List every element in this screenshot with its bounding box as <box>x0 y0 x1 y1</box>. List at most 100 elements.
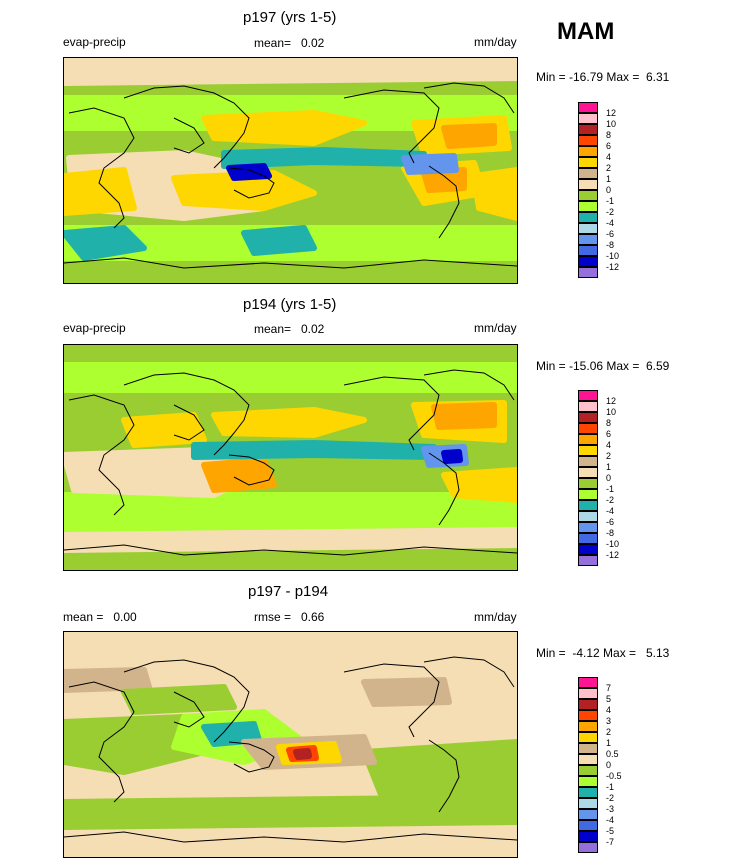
colorbar-swatch <box>578 842 598 853</box>
coastline <box>343 663 440 738</box>
colorbar-tick-label: -3 <box>606 804 615 814</box>
colorbar-tick-label: -1 <box>606 196 615 206</box>
colorbar-swatch <box>578 190 598 201</box>
colorbar-tick-label: 5 <box>606 694 612 704</box>
stat-label: mean= <box>254 36 292 50</box>
colorbar-swatch <box>578 798 598 809</box>
colorbar-swatch <box>578 544 598 555</box>
contour-region <box>211 407 367 438</box>
colorbar-tick-label: 2 <box>606 451 612 461</box>
colorbar-tick-label: 6 <box>606 429 612 439</box>
colorbar-swatch <box>578 179 598 190</box>
contour-region <box>64 492 517 533</box>
colorbar-swatch <box>578 201 598 212</box>
colorbar-tick-label: -7 <box>606 837 615 847</box>
colorbar-tick-label: -1 <box>606 484 615 494</box>
coastline <box>428 165 460 239</box>
colorbar-tick-label: -10 <box>606 251 620 261</box>
global-map <box>63 344 518 571</box>
contour-region <box>401 153 459 175</box>
season-label: MAM <box>557 18 615 45</box>
contour-region <box>64 714 207 775</box>
colorbar-swatch <box>578 102 598 113</box>
coastline <box>343 89 440 164</box>
map-canvas <box>64 345 517 570</box>
colorbar-tick-label: 8 <box>606 418 612 428</box>
contour-region <box>226 163 272 181</box>
colorbar-swatch <box>578 423 598 434</box>
colorbar-swatch <box>578 135 598 146</box>
colorbar-swatch <box>578 511 598 522</box>
contour-region <box>471 167 517 221</box>
contour-region <box>441 467 517 503</box>
contour-region <box>64 225 147 261</box>
colorbar-tick-label: 2 <box>606 163 612 173</box>
global-map <box>63 631 518 858</box>
max-value: 6.31 <box>646 70 670 84</box>
contour-region <box>431 402 497 430</box>
panel-title: p197 (yrs 1-5) <box>243 9 337 26</box>
contour-region <box>64 362 517 393</box>
colorbar-tick-label: 1 <box>606 174 612 184</box>
colorbar-swatch <box>578 124 598 135</box>
colorbar-tick-label: -0.5 <box>606 771 622 781</box>
coastline <box>428 452 460 526</box>
colorbar-swatch <box>578 146 598 157</box>
contour-region <box>64 527 517 553</box>
colorbar-tick-label: 10 <box>606 407 617 417</box>
colorbar-swatch <box>578 754 598 765</box>
colorbar-tick-label: 12 <box>606 396 617 406</box>
colorbar-swatch <box>578 743 598 754</box>
coastline <box>173 117 205 154</box>
coastline <box>68 107 135 229</box>
colorbar-tick-label: 3 <box>606 716 612 726</box>
colorbar-tick-label: 4 <box>606 705 612 715</box>
colorbar-swatch <box>578 831 598 842</box>
colorbar-tick-label: 4 <box>606 152 612 162</box>
contour-region <box>121 684 237 715</box>
contour-region <box>361 677 452 707</box>
colorbar-swatch <box>578 776 598 787</box>
coastline <box>343 376 440 451</box>
coastline <box>123 659 250 743</box>
colorbar-tick-label: 0 <box>606 760 612 770</box>
contour-region <box>293 748 312 760</box>
contour-region <box>64 794 517 830</box>
coastline <box>64 544 517 556</box>
stat-value: 0.02 <box>301 322 325 336</box>
coastline <box>173 691 205 728</box>
colorbar-swatch <box>578 401 598 412</box>
max-value: 5.13 <box>646 646 670 660</box>
coastline <box>64 257 517 269</box>
units-label: mm/day <box>474 35 517 49</box>
panel-title: p194 (yrs 1-5) <box>243 296 337 313</box>
colorbar-swatch <box>578 168 598 179</box>
contour-region <box>201 457 277 493</box>
colorbar-swatch <box>578 223 598 234</box>
colorbar-swatch <box>578 489 598 500</box>
stat-value: 0.66 <box>301 610 325 624</box>
colorbar-tick-label: -12 <box>606 262 620 272</box>
colorbar-tick-label: -6 <box>606 517 615 527</box>
colorbar-swatch <box>578 113 598 124</box>
colorbar-tick-label: 1 <box>606 462 612 472</box>
variable-label: evap-precip <box>63 35 126 49</box>
coastline <box>228 167 275 199</box>
colorbar-swatch <box>578 434 598 445</box>
coastline <box>123 85 250 169</box>
colorbar-tick-label: 6 <box>606 141 612 151</box>
coastline <box>68 394 135 516</box>
coastline <box>68 681 135 803</box>
colorbar-tick-label: 0.5 <box>606 749 619 759</box>
colorbar-tick-label: 4 <box>606 440 612 450</box>
max-value: 6.59 <box>646 359 670 373</box>
colorbar-swatch <box>578 234 598 245</box>
coastline <box>228 741 275 773</box>
colorbar-swatch <box>578 677 598 688</box>
coastline <box>423 656 515 688</box>
units-label: mm/day <box>474 321 517 335</box>
colorbar-tick-label: -4 <box>606 815 615 825</box>
variable-label: evap-precip <box>63 321 126 335</box>
contour-region <box>441 449 463 464</box>
colorbar-tick-label: -2 <box>606 207 615 217</box>
